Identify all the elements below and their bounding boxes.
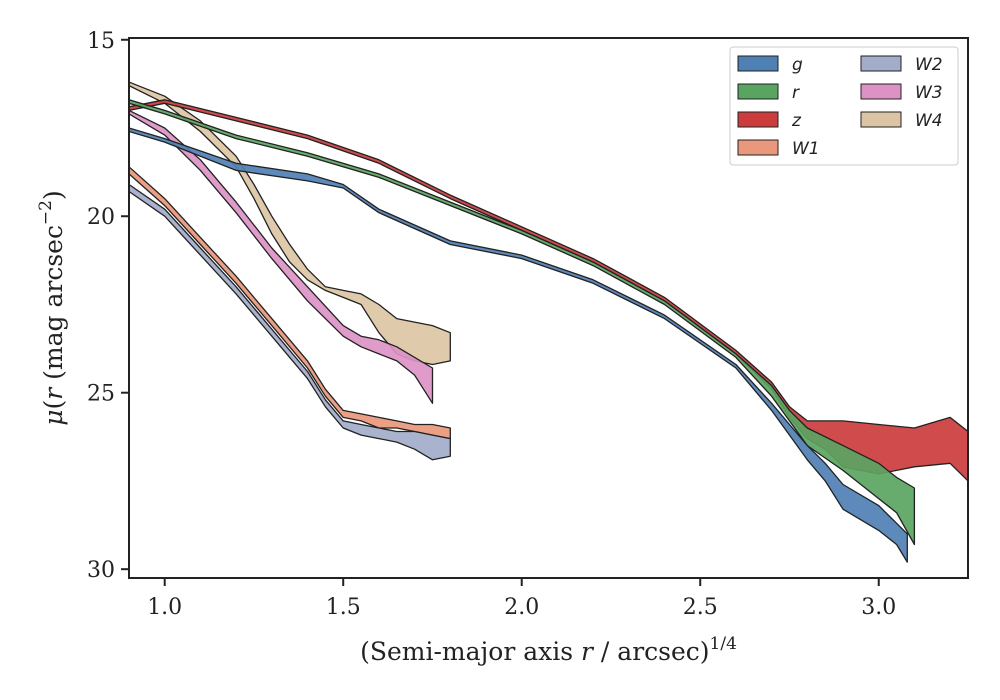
series-area-w4 (129, 81, 451, 366)
legend: grz W1 W2 W3 W4 (729, 46, 959, 166)
legend-label: z (791, 111, 802, 131)
y-tick-label: 25 (87, 382, 115, 407)
legend-swatch (737, 55, 779, 72)
series-area-w2 (129, 183, 451, 461)
legend-label: r (792, 83, 800, 103)
x-axis-label: (Semi-major axis r / arcsec)1/4 (360, 634, 737, 666)
x-tick-label: 2.5 (683, 595, 718, 620)
legend-label: W2 (915, 55, 943, 75)
legend-swatch (860, 111, 902, 128)
series-area-z (129, 99, 968, 482)
x-tick-label: 3.0 (861, 595, 896, 620)
series-area-g (129, 127, 908, 563)
y-tick-label: 20 (87, 205, 115, 230)
legend-label: W4 (915, 111, 943, 131)
x-tick-label: 1.5 (326, 595, 361, 620)
legend-item-w3: W3 (860, 83, 943, 103)
legend-swatch (737, 83, 779, 100)
legend-item-w4: W4 (860, 111, 943, 131)
legend-swatch (737, 139, 779, 156)
legend-item-w1: W1 (737, 139, 820, 159)
x-tick-label: 2.0 (504, 595, 539, 620)
x-tick-label: 1.0 (147, 595, 182, 620)
legend-swatch (860, 55, 902, 72)
x-axis-ticks: 1.0 1.5 2.0 2.5 3.0 (147, 578, 896, 620)
series-areas (129, 81, 968, 563)
legend-label: W1 (792, 139, 820, 159)
y-axis-ticks: 15 20 25 30 (87, 29, 129, 583)
legend-item-g: g (737, 55, 803, 75)
plot-frame (128, 37, 969, 579)
legend-swatch (737, 111, 779, 128)
legend-label: g (792, 55, 803, 75)
legend-label: W3 (915, 83, 943, 103)
series-area-w3 (129, 109, 434, 404)
legend-swatch (860, 83, 902, 100)
series-area-r (129, 99, 916, 546)
legend-item-w2: W2 (860, 55, 943, 75)
y-tick-label: 15 (87, 29, 115, 54)
legend-box (729, 46, 959, 166)
legend-item-z: z (737, 111, 802, 131)
series-area-w1 (129, 166, 451, 440)
legend-item-r: r (737, 83, 800, 103)
y-tick-label: 30 (87, 558, 115, 583)
y-axis-label: μ(r (mag arcsec−2) (36, 190, 68, 426)
